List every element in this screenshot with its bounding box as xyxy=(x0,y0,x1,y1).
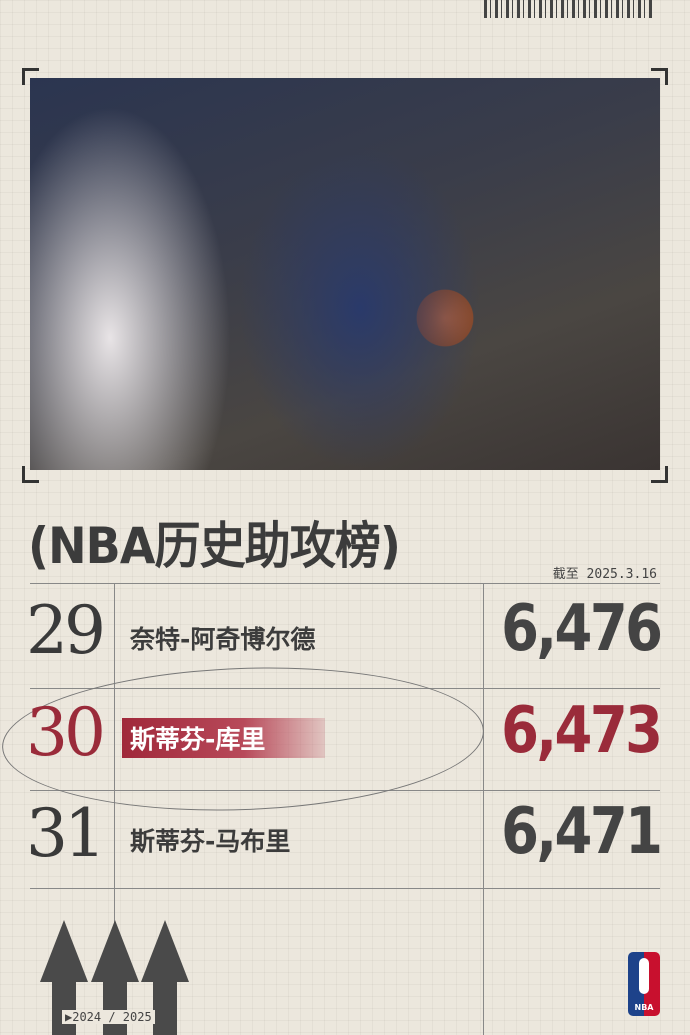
divider xyxy=(30,583,660,584)
corner-mark xyxy=(651,68,668,85)
nba-logo: NBA xyxy=(628,952,660,1016)
divider xyxy=(114,583,115,923)
player-name: 奈特-阿奇博尔德 xyxy=(130,625,316,654)
arrow-up-icon xyxy=(141,920,189,1035)
arrow-up-icon xyxy=(91,920,139,1035)
barcode-decoration xyxy=(484,0,654,18)
divider xyxy=(30,888,660,889)
rank: 30 xyxy=(26,694,106,771)
season-label: ▶2024 / 2025 xyxy=(62,1010,155,1024)
corner-mark xyxy=(22,68,39,85)
rank: 29 xyxy=(26,592,106,669)
as-of-date: 截至 2025.3.16 xyxy=(552,567,657,582)
corner-mark xyxy=(651,466,668,483)
divider xyxy=(483,583,484,1035)
player-name: 斯蒂芬-库里 xyxy=(122,718,326,758)
divider xyxy=(30,790,660,791)
player-photo xyxy=(30,78,660,470)
page-title: (NBA历史助攻榜) xyxy=(28,517,401,575)
assists-value: 6,476 xyxy=(500,592,663,666)
rank: 31 xyxy=(26,795,106,872)
arrow-up-icon xyxy=(40,920,88,1035)
assists-value: 6,473 xyxy=(500,694,663,768)
divider xyxy=(30,688,660,689)
assists-value: 6,471 xyxy=(500,795,663,869)
player-name: 斯蒂芬-马布里 xyxy=(130,827,291,856)
corner-mark xyxy=(22,466,39,483)
